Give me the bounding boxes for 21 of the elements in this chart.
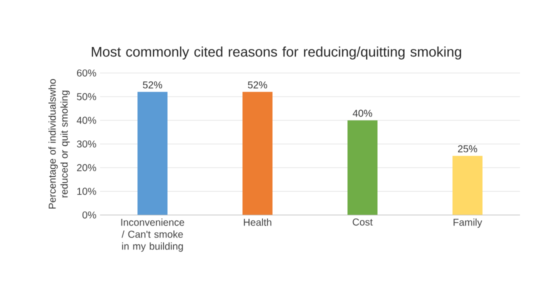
bar <box>138 92 168 215</box>
chart-title: Most commonly cited reasons for reducing/quitting smoking <box>92 46 462 60</box>
y-tick-label: 0% <box>82 211 96 219</box>
y-tick-label: 50% <box>76 93 96 100</box>
x-tick-label: Health <box>244 218 272 226</box>
y-tick-label: 60% <box>77 69 96 77</box>
data-label: 52% <box>142 81 162 88</box>
y-tick-label: 10% <box>77 188 96 195</box>
data-label: 52% <box>248 81 268 88</box>
y-tick-label: 30% <box>76 140 96 148</box>
data-label: 40% <box>352 110 372 117</box>
data-label: 25% <box>458 145 478 152</box>
bar <box>452 156 482 215</box>
x-tick-label: Cost <box>352 218 373 226</box>
x-tick-label: Family <box>454 218 482 228</box>
bar <box>348 120 378 215</box>
y-tick-label: 20% <box>77 164 96 172</box>
bar <box>242 92 272 215</box>
y-tick-label: 40% <box>76 116 96 124</box>
y-axis-title: Percentage of individualswho reduced or quit smoking <box>48 79 70 209</box>
x-tick-label: Inconvenience / Can't smoke in my building <box>121 218 184 252</box>
